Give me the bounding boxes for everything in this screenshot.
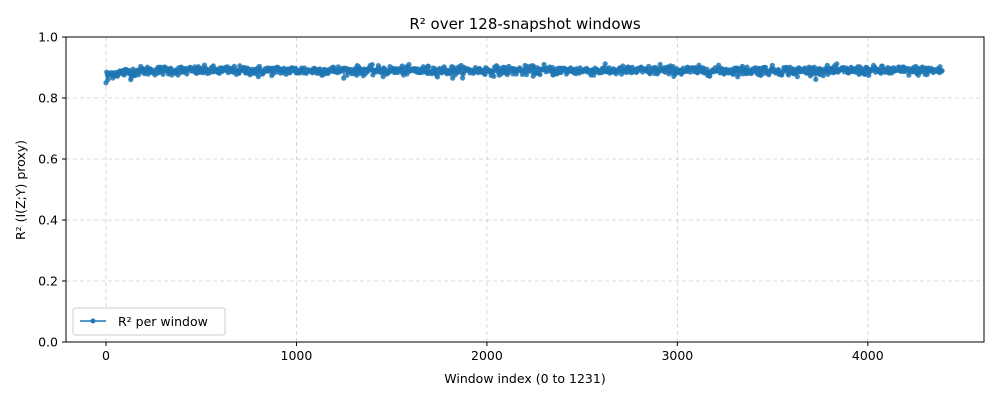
x-tick-label: 2000 xyxy=(471,348,503,363)
y-tick-label: 0.0 xyxy=(38,335,58,350)
data-point xyxy=(602,61,608,67)
y-tick-label: 0.4 xyxy=(38,213,58,228)
data-point xyxy=(426,64,432,70)
y-axis: 0.0 0.2 0.4 0.6 0.8 1.0 xyxy=(38,30,66,350)
data-point xyxy=(537,71,543,78)
data-point xyxy=(255,74,261,80)
x-axis: 0 1000 2000 3000 4000 xyxy=(102,342,884,363)
data-point xyxy=(939,68,945,74)
data-point xyxy=(813,76,819,82)
x-tick-label: 0 xyxy=(102,348,110,363)
data-point xyxy=(256,63,263,70)
chart-title: R² over 128-snapshot windows xyxy=(409,15,641,33)
x-tick-label: 3000 xyxy=(661,348,693,363)
x-tick-label: 1000 xyxy=(281,348,313,363)
data-point xyxy=(794,74,800,80)
y-tick-label: 0.6 xyxy=(38,152,58,167)
data-point xyxy=(406,61,412,68)
data-point xyxy=(482,71,488,77)
data-point xyxy=(744,64,750,70)
data-point xyxy=(184,71,190,77)
data-point xyxy=(105,77,111,83)
plot-frame xyxy=(65,36,985,343)
y-axis-label: R² (I(Z;Y) proxy) xyxy=(13,140,28,240)
y-tick-label: 0.8 xyxy=(38,91,58,106)
series-layer xyxy=(103,61,945,86)
data-point xyxy=(834,61,840,67)
y-tick-label: 0.2 xyxy=(38,274,58,289)
data-point xyxy=(434,74,441,80)
data-point xyxy=(459,75,466,81)
data-point xyxy=(937,64,943,70)
data-point xyxy=(341,75,347,81)
legend: R² per window xyxy=(72,307,226,336)
data-point xyxy=(491,73,497,79)
legend-label: R² per window xyxy=(118,314,208,329)
data-point xyxy=(541,61,547,68)
legend-marker-swatch xyxy=(90,318,96,324)
data-point xyxy=(231,63,237,69)
data-point xyxy=(369,61,375,68)
data-point xyxy=(906,72,912,78)
x-tick-label: 4000 xyxy=(852,348,884,363)
grid xyxy=(66,36,984,343)
legend-box xyxy=(72,307,226,336)
data-point xyxy=(657,61,663,68)
x-axis-label: Window index (0 to 1231) xyxy=(444,371,605,386)
y-tick-label: 1.0 xyxy=(38,30,58,45)
